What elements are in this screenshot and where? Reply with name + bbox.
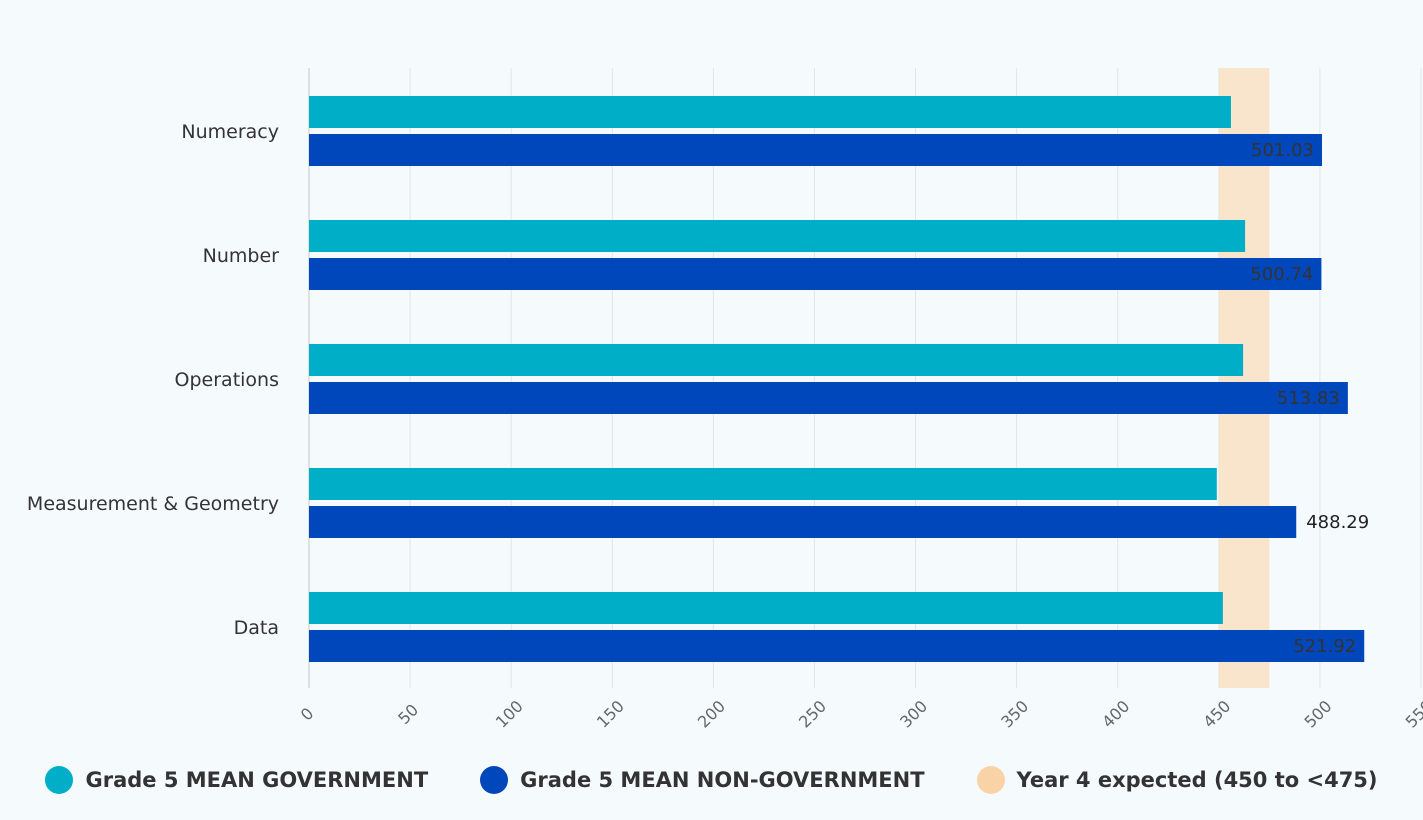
data-label: 521.92 (1293, 636, 1356, 657)
x-tick-label: 250 (795, 697, 830, 732)
bar-government-0[interactable] (309, 96, 1231, 128)
x-tick-label: 450 (1199, 697, 1234, 732)
bar-non-government-3[interactable] (309, 506, 1297, 538)
category-label: Numeracy (181, 121, 279, 143)
legend-label-government: Grade 5 MEAN GOVERNMENT (85, 768, 429, 792)
bar-non-government-0[interactable] (309, 134, 1322, 166)
legend-item-expected[interactable]: Year 4 expected (450 to <475) (976, 766, 1378, 794)
legend-swatch-government (45, 766, 74, 794)
data-label: 500.74 (1250, 264, 1313, 285)
x-tick-label: 100 (492, 697, 527, 732)
legend-swatch-expected (976, 766, 1005, 794)
legend-item-government[interactable]: Grade 5 MEAN GOVERNMENT (45, 766, 428, 794)
bar-government-1[interactable] (309, 220, 1246, 252)
x-tick-label: 200 (694, 697, 729, 732)
x-tick-label: 350 (997, 697, 1032, 732)
legend-label-expected: Year 4 expected (450 to <475) (1016, 768, 1378, 792)
data-label: 488.29 (1306, 512, 1369, 533)
bar-non-government-2[interactable] (309, 382, 1348, 414)
x-tick-label: 550 (1402, 697, 1423, 732)
legend-swatch-non-government (480, 766, 509, 794)
data-label: 513.83 (1277, 388, 1340, 409)
bar-government-3[interactable] (309, 468, 1217, 500)
x-tick-label: 500 (1301, 697, 1336, 732)
expected-band-rect (1218, 68, 1270, 688)
data-label: 501.03 (1251, 140, 1314, 161)
category-label: Number (203, 245, 280, 267)
bar-government-4[interactable] (309, 592, 1223, 624)
category-label: Operations (175, 369, 279, 391)
x-tick-label: 50 (394, 700, 422, 728)
x-tick-label: 300 (896, 697, 931, 732)
expected-band (1218, 68, 1270, 688)
category-label: Measurement & Geometry (27, 493, 279, 515)
category-label: Data (234, 617, 279, 639)
legend: Grade 5 MEAN GOVERNMENT Grade 5 MEAN NON… (0, 758, 1423, 802)
bars (309, 96, 1365, 662)
x-tick-label: 0 (297, 704, 318, 725)
legend-item-non-government[interactable]: Grade 5 MEAN NON-GOVERNMENT (480, 766, 925, 794)
legend-label-non-government: Grade 5 MEAN NON-GOVERNMENT (520, 768, 925, 792)
bar-non-government-1[interactable] (309, 258, 1322, 290)
bar-government-2[interactable] (309, 344, 1244, 376)
bar-non-government-4[interactable] (309, 630, 1365, 662)
x-tick-label: 150 (593, 697, 628, 732)
x-tick-label: 400 (1098, 697, 1133, 732)
